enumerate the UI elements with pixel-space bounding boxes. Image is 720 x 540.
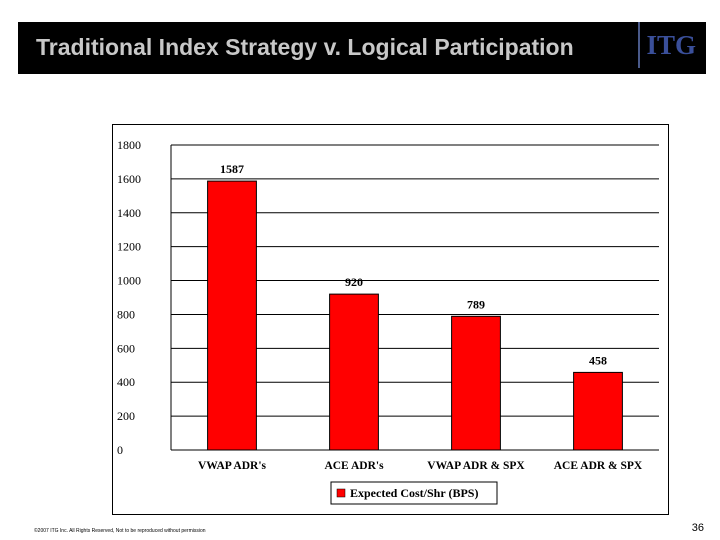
y-tick-label: 1600 bbox=[117, 172, 141, 186]
bar[interactable] bbox=[207, 180, 257, 451]
y-tick-label: 0 bbox=[117, 443, 123, 457]
y-tick-label: 600 bbox=[117, 341, 135, 355]
bar[interactable] bbox=[451, 315, 501, 451]
data-label: 1587 bbox=[220, 162, 244, 176]
legend-box bbox=[330, 481, 498, 505]
y-tick-label: 400 bbox=[117, 375, 135, 389]
x-category-label: VWAP ADR & SPX bbox=[427, 460, 525, 472]
copyright-footer: ©2007 ITG Inc. All Rights Reserved, Not … bbox=[34, 528, 206, 534]
legend-label: Expected Cost/Shr (BPS) bbox=[350, 486, 478, 500]
bar[interactable] bbox=[329, 293, 379, 451]
page-number: 36 bbox=[691, 522, 704, 534]
y-tick-label: 800 bbox=[117, 307, 135, 321]
data-label: 920 bbox=[345, 275, 363, 289]
chart-frame: 0 200 400 600 800 1000 1200 1400 1600 1800 1587 92… bbox=[112, 124, 669, 515]
y-tick-label: 1200 bbox=[117, 240, 141, 254]
y-tick-label: 1000 bbox=[117, 274, 141, 288]
itg-logo: ITG bbox=[638, 22, 696, 68]
bar-chart: 0 200 400 600 800 1000 1200 1400 1600 1800 1587 92… bbox=[117, 138, 659, 505]
x-category-label: ACE ADR & SPX bbox=[554, 460, 643, 472]
data-label: 458 bbox=[589, 353, 607, 367]
x-category-label: VWAP ADR's bbox=[198, 460, 267, 472]
x-category-label: ACE ADR's bbox=[324, 460, 384, 472]
y-tick-label: 200 bbox=[117, 409, 135, 423]
data-label: 789 bbox=[467, 297, 485, 311]
slide-header: Traditional Index Strategy v. Logical Pa… bbox=[18, 22, 706, 74]
bar[interactable] bbox=[573, 371, 623, 451]
y-tick-label: 1400 bbox=[117, 206, 141, 220]
legend-swatch bbox=[336, 488, 346, 498]
y-tick-label: 1800 bbox=[117, 138, 141, 152]
slide-title: Traditional Index Strategy v. Logical Pa… bbox=[36, 34, 574, 60]
